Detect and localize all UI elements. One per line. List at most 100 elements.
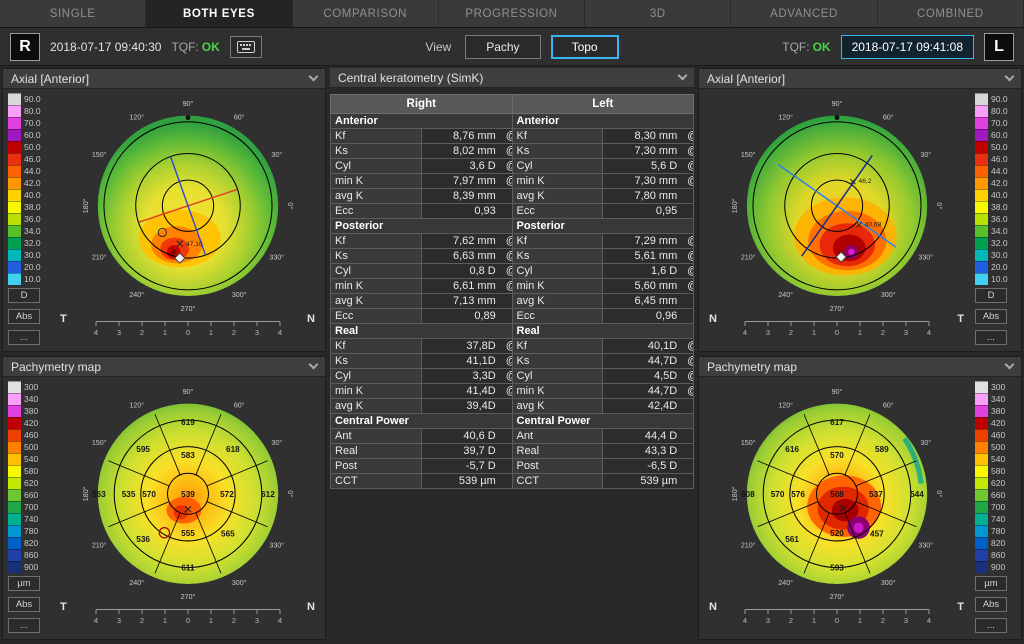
section-label: Real — [511, 323, 694, 339]
scale-value: 80.0 — [991, 106, 1008, 116]
table-row: Ks8,02 mm@ 109°Ks7,30 mm@ 55° — [330, 143, 694, 159]
scale-step: 30.0 — [8, 249, 52, 261]
scale-color — [8, 129, 21, 141]
tab-advanced[interactable]: ADVANCED — [731, 0, 878, 27]
pachymetry-value: 583 — [181, 451, 195, 460]
pachymetry-map-left-eye: 508 570 576 537 520 617 616 589 570 544 561 593 457 6… — [731, 388, 943, 601]
scale-value: 46.0 — [991, 154, 1008, 164]
scale-color — [8, 489, 21, 501]
tab-combined[interactable]: COMBINED — [878, 0, 1024, 27]
row-label: avg K — [511, 398, 604, 414]
angle-label: 0° — [285, 490, 293, 497]
abs-button[interactable]: Abs — [8, 309, 40, 324]
angle-label: 60° — [233, 114, 244, 122]
angle-label: 300° — [880, 291, 895, 299]
svg-text:4: 4 — [93, 328, 97, 337]
pachy-left-header[interactable]: Pachymetry map — [699, 357, 1021, 377]
steep-meridian-line — [800, 155, 873, 257]
abs-button[interactable]: Abs — [8, 597, 40, 612]
scale-color — [8, 177, 21, 189]
scale-color — [8, 237, 21, 249]
angle-label: 150° — [91, 151, 106, 159]
right-exam-date[interactable]: 2018-07-17 09:40:30 — [50, 39, 162, 54]
scale-value: 300 — [991, 382, 1006, 392]
row-label: avg K — [330, 188, 422, 204]
main-content: Axial [Anterior] 90.0 80.0 70.0 60.0 50.0 46.… — [0, 66, 1024, 644]
angle-label: 240° — [129, 579, 144, 587]
pachy-right-header[interactable]: Pachymetry map — [3, 357, 325, 377]
d-button[interactable]: D — [975, 288, 1007, 303]
angle-label: 270° — [829, 305, 844, 313]
scale-value: 50.0 — [24, 142, 41, 152]
angle-label: 180° — [731, 486, 739, 501]
scale-color — [975, 525, 988, 537]
row-label: Kf — [330, 128, 422, 144]
abs-button[interactable]: Abs — [975, 597, 1007, 612]
scale-step: 46.0 — [975, 153, 1019, 165]
row-label: avg K — [511, 188, 604, 204]
tab-single[interactable]: SINGLE — [0, 0, 147, 27]
section-row: Central Power Central Power — [330, 413, 694, 429]
more-options-button[interactable]: ... — [975, 330, 1007, 345]
axial-right-header[interactable]: Axial [Anterior] — [3, 69, 325, 89]
angle-label: 90° — [831, 100, 842, 108]
scale-value: 580 — [24, 466, 39, 476]
um-button[interactable]: µm — [975, 576, 1007, 591]
scale-color — [8, 165, 21, 177]
angle-labels: 90° 60° 30° 0° 330° 300° 270° 240° 210° 180° 150° 1… — [731, 100, 943, 313]
left-eye-value: 1,6 D@ 144° — [602, 263, 694, 279]
scale-color — [975, 453, 988, 465]
topo-button[interactable]: Topo — [550, 34, 619, 59]
scale-color — [975, 489, 988, 501]
um-button[interactable]: µm — [8, 576, 40, 591]
axial-left-header[interactable]: Axial [Anterior] — [699, 69, 1021, 89]
abs-button[interactable]: Abs — [975, 309, 1007, 324]
temporal-label: T — [60, 313, 67, 325]
scale-step: 10.0 — [975, 273, 1019, 285]
axial-panel-left-eye: Axial [Anterior] 90.0 80.0 70.0 60.0 50.0 46.… — [698, 68, 1022, 352]
pachy-button[interactable]: Pachy — [465, 34, 541, 59]
tab-both-eyes[interactable]: BOTH EYES — [146, 0, 293, 27]
scale-value: 380 — [991, 406, 1006, 416]
virtual-keyboard-button[interactable] — [229, 35, 262, 58]
row-label: Cyl — [330, 158, 422, 174]
table-row: min K6,61 mm@ 100°min K5,60 mm@ 55° — [330, 278, 694, 294]
view-label: View — [425, 39, 452, 54]
scale-color — [8, 501, 21, 513]
marker-x — [839, 504, 847, 512]
d-button[interactable]: D — [8, 288, 40, 303]
scale-step: 700 — [975, 501, 1019, 513]
scale-step: 300 — [8, 381, 52, 393]
scale-color — [975, 549, 988, 561]
pachymetry-values: 539 583 570 572 555 619 595 618 535 612 536 611 565 5… — [91, 418, 274, 573]
row-label: Kf — [330, 338, 422, 354]
tab-comparison[interactable]: COMPARISON — [293, 0, 439, 27]
scale-value: 32.0 — [991, 238, 1008, 248]
more-options-button[interactable]: ... — [975, 618, 1007, 633]
zone-spokes — [107, 414, 268, 574]
tab-3d[interactable]: 3D — [585, 0, 732, 27]
left-exam-date[interactable]: 2018-07-17 09:41:08 — [840, 34, 974, 59]
more-options-button[interactable]: ... — [8, 618, 40, 633]
scale-value: 540 — [991, 454, 1006, 464]
marker-x — [849, 178, 856, 185]
scale-value: 70.0 — [24, 118, 41, 128]
simk-header[interactable]: Central keratometry (SimK) — [330, 68, 694, 88]
scale-step: 460 — [975, 429, 1019, 441]
pachymetry-value: 595 — [136, 445, 150, 454]
more-options-button[interactable]: ... — [8, 330, 40, 345]
section-label: Posterior — [330, 218, 513, 234]
pachymetry-value: 576 — [791, 490, 805, 499]
section-label: Anterior — [511, 113, 694, 129]
steep-meridian-line — [169, 156, 206, 256]
scale-value: 500 — [991, 442, 1006, 452]
row-label: Cyl — [330, 263, 422, 279]
mm-ruler: 4 3 2 1 0 1 2 3 4 — [729, 606, 945, 630]
scale-value: 36.0 — [24, 214, 41, 224]
scale-color — [8, 441, 21, 453]
tab-progression[interactable]: PROGRESSION — [439, 0, 586, 27]
row-label: Ecc — [511, 203, 604, 219]
svg-text:1: 1 — [811, 328, 815, 337]
